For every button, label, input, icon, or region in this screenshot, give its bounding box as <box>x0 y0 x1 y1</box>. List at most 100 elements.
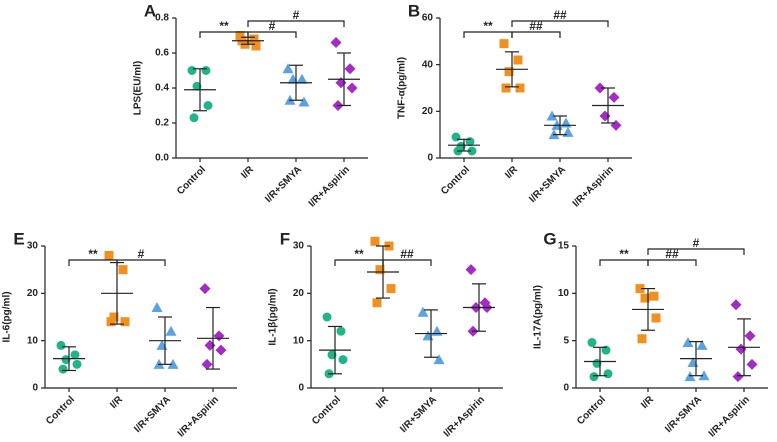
data-point <box>735 343 747 355</box>
x-tick-label: Control <box>44 394 77 427</box>
y-tick-label: 20 <box>293 288 305 299</box>
y-tick-label: 10 <box>558 288 570 299</box>
data-point <box>282 63 294 74</box>
data-point <box>375 265 385 275</box>
data-point <box>587 338 597 348</box>
data-point <box>467 146 477 156</box>
data-point <box>70 350 80 360</box>
data-point <box>637 334 647 344</box>
data-point <box>610 119 622 131</box>
data-point <box>249 34 259 44</box>
significance-label: # <box>293 8 300 22</box>
y-tick-label: 0 <box>427 153 433 164</box>
data-point <box>651 313 661 323</box>
data-point <box>344 63 356 75</box>
significance-label: ** <box>88 247 98 261</box>
x-tick-label: Control <box>175 164 208 197</box>
y-tick-label: 0.4 <box>155 83 169 94</box>
data-point <box>118 265 128 275</box>
data-point <box>640 293 650 303</box>
panel-label: E <box>13 229 24 248</box>
significance-bracket <box>511 20 609 27</box>
y-tick-label: 60 <box>422 13 434 24</box>
significance-bracket <box>382 259 432 266</box>
x-tick-label: I/R <box>503 164 520 181</box>
x-tick-label: I/R+SMYA <box>527 164 568 205</box>
y-axis-label: IL-17A(pg/ml) <box>533 285 544 349</box>
y-tick-label: 30 <box>293 241 305 252</box>
y-tick-label: 40 <box>422 59 434 70</box>
data-point <box>594 82 606 94</box>
significance-bracket <box>511 31 561 38</box>
data-point <box>635 284 645 294</box>
y-tick-label: 30 <box>27 241 39 252</box>
x-tick-label: I/R+Aspirin <box>176 394 221 439</box>
significance-label: ** <box>354 247 364 261</box>
data-point <box>698 370 710 381</box>
data-point <box>501 83 511 93</box>
significance-bracket <box>247 31 297 38</box>
significance-label: ## <box>553 8 567 22</box>
y-tick-label: 0 <box>32 383 38 394</box>
y-axis-label: IL-6(pg/ml) <box>2 291 13 342</box>
y-tick-label: 0.6 <box>155 48 169 59</box>
y-tick-label: 0 <box>298 383 304 394</box>
y-axis-label: LPS(EU/ml) <box>133 61 144 115</box>
data-point <box>682 337 694 348</box>
data-point <box>732 371 744 383</box>
data-point <box>433 354 445 365</box>
data-point <box>465 264 477 276</box>
x-tick-label: I/R+Aspirin <box>707 394 752 439</box>
data-point <box>562 126 574 137</box>
data-point <box>431 325 443 336</box>
y-tick-label: 10 <box>293 335 305 346</box>
significance-label: ## <box>665 247 679 261</box>
data-point <box>58 364 68 374</box>
significance-bracket <box>116 259 166 266</box>
data-point <box>546 110 558 121</box>
significance-label: # <box>138 247 145 261</box>
data-point <box>201 66 211 75</box>
y-tick-label: 15 <box>558 241 570 252</box>
x-tick-label: Control <box>310 394 343 427</box>
data-point <box>603 369 613 379</box>
x-tick-label: I/R <box>239 164 256 181</box>
data-point <box>370 236 380 246</box>
data-point <box>199 283 211 295</box>
x-tick-label: I/R <box>639 394 656 411</box>
x-tick-label: I/R+Aspirin <box>442 394 487 439</box>
y-tick-label: 0.0 <box>155 153 169 164</box>
y-tick-label: 0 <box>563 383 569 394</box>
x-tick-label: I/R+SMYA <box>263 164 304 205</box>
data-point <box>504 67 514 77</box>
data-point <box>204 339 216 351</box>
data-point <box>251 41 261 51</box>
y-tick-label: 0.8 <box>155 13 169 24</box>
y-tick-label: 0.2 <box>155 118 169 129</box>
data-point <box>298 96 310 107</box>
data-point <box>599 110 611 122</box>
data-point <box>560 117 572 128</box>
y-axis-label: TNF-α(pg/ml) <box>397 57 408 119</box>
data-point <box>187 66 197 75</box>
y-tick-label: 5 <box>563 335 569 346</box>
data-point <box>165 325 177 336</box>
data-point <box>499 39 509 49</box>
significance-bracket <box>647 248 745 255</box>
data-point <box>296 73 308 84</box>
y-axis-label: IL-1β(pg/ml) <box>268 288 279 345</box>
data-point <box>322 312 332 322</box>
data-point <box>589 372 599 382</box>
data-point <box>106 317 116 327</box>
x-tick-label: Control <box>575 394 608 427</box>
data-point <box>192 81 202 91</box>
data-point <box>336 326 346 336</box>
x-tick-label: I/R <box>108 394 125 411</box>
data-point <box>346 82 358 94</box>
data-point <box>56 340 66 350</box>
x-tick-label: I/R <box>374 394 391 411</box>
x-tick-label: I/R+SMYA <box>132 394 173 435</box>
data-point <box>372 298 382 308</box>
panel-label: F <box>280 229 290 248</box>
x-tick-label: I/R+SMYA <box>398 394 439 435</box>
